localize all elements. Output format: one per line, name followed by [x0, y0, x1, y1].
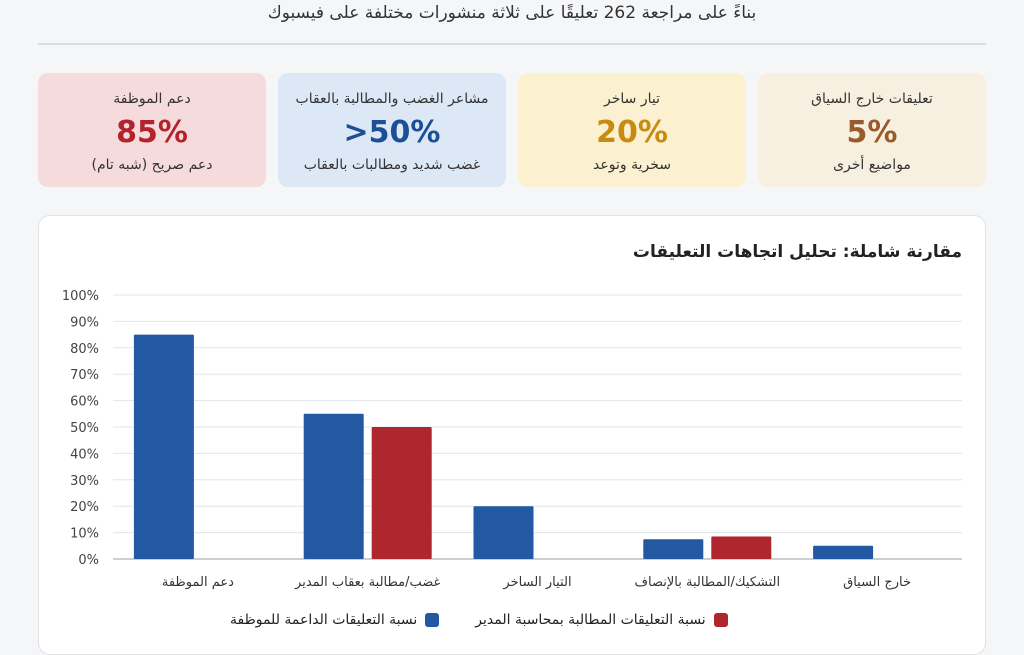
chart-panel — [38, 215, 986, 655]
bar-support — [303, 413, 364, 559]
card-description: دعم صريح (شبه تام) — [91, 157, 213, 173]
y-tick-label: 90% — [70, 315, 99, 330]
summary-cards: تعليقات خارج السياق 5% مواضيع أخرى تيار … — [38, 73, 986, 187]
chart-legend: نسبة التعليقات الداعمة للموظفة نسبة التع… — [230, 608, 770, 632]
x-tick-label: دعم الموظفة — [162, 575, 234, 590]
y-tick-label: 70% — [70, 368, 99, 383]
card-description: سخرية وتوعد — [593, 157, 671, 173]
y-tick-label: 0% — [78, 553, 99, 568]
bar-support — [813, 545, 874, 559]
x-tick-label: غضب/مطالبة بعقاب المدير — [294, 575, 440, 590]
y-tick-label: 20% — [70, 500, 99, 515]
card-support: دعم الموظفة 85% دعم صريح (شبه تام) — [38, 73, 266, 187]
card-description: غضب شديد ومطالبات بالعقاب — [303, 157, 481, 173]
bar-support — [133, 334, 194, 559]
y-tick-label: 40% — [70, 447, 99, 462]
y-tick-label: 50% — [70, 421, 99, 436]
card-value: 5% — [846, 115, 898, 150]
legend-swatch-support — [425, 613, 440, 627]
card-out-of-context: تعليقات خارج السياق 5% مواضيع أخرى — [758, 73, 986, 187]
y-tick-label: 60% — [70, 395, 99, 410]
card-title: مشاعر الغضب والمطالبة بالعقاب — [295, 91, 489, 107]
legend-item-accountability: نسبة التعليقات المطالبة بمحاسبة المدير — [475, 612, 728, 628]
legend-label-support: نسبة التعليقات الداعمة للموظفة — [230, 612, 418, 628]
card-sarcastic: تيار ساخر 20% سخرية وتوعد — [518, 73, 746, 187]
x-tick-label: التشكيك/المطالبة بالإنصاف — [635, 575, 781, 590]
y-tick-label: 80% — [70, 342, 99, 357]
bar-accountability — [371, 427, 432, 559]
card-description: مواضيع أخرى — [833, 157, 911, 173]
y-tick-label: 30% — [70, 474, 99, 489]
header-divider — [38, 43, 986, 45]
y-tick-label: 100% — [62, 289, 99, 304]
chart-title: مقارنة شاملة: تحليل اتجاهات التعليقات — [632, 242, 962, 262]
x-tick-label: التيار الساخر — [502, 575, 571, 590]
card-title: تعليقات خارج السياق — [811, 91, 933, 107]
page-subtitle: بناءً على مراجعة 262 تعليقًا على ثلاثة م… — [267, 3, 757, 23]
card-value: >50% — [343, 115, 441, 150]
y-tick-label: 10% — [70, 527, 99, 542]
bar-support — [643, 539, 704, 559]
legend-item-support: نسبة التعليقات الداعمة للموظفة — [230, 612, 440, 628]
legend-label-accountability: نسبة التعليقات المطالبة بمحاسبة المدير — [475, 612, 706, 628]
bar-accountability — [711, 536, 772, 559]
x-tick-label: خارج السياق — [843, 575, 911, 590]
card-title: تيار ساخر — [604, 91, 660, 107]
card-value: 85% — [116, 115, 188, 150]
bar-support — [473, 506, 534, 559]
legend-swatch-accountability — [713, 613, 728, 627]
card-title: دعم الموظفة — [113, 91, 191, 107]
card-anger: مشاعر الغضب والمطالبة بالعقاب >50% غضب ش… — [278, 73, 506, 187]
bar-chart: 0% 10% 20% 30% 40% 50% 60% 70% 80% 90% 100% دعم الم… — [62, 289, 962, 590]
card-value: 20% — [596, 115, 668, 150]
